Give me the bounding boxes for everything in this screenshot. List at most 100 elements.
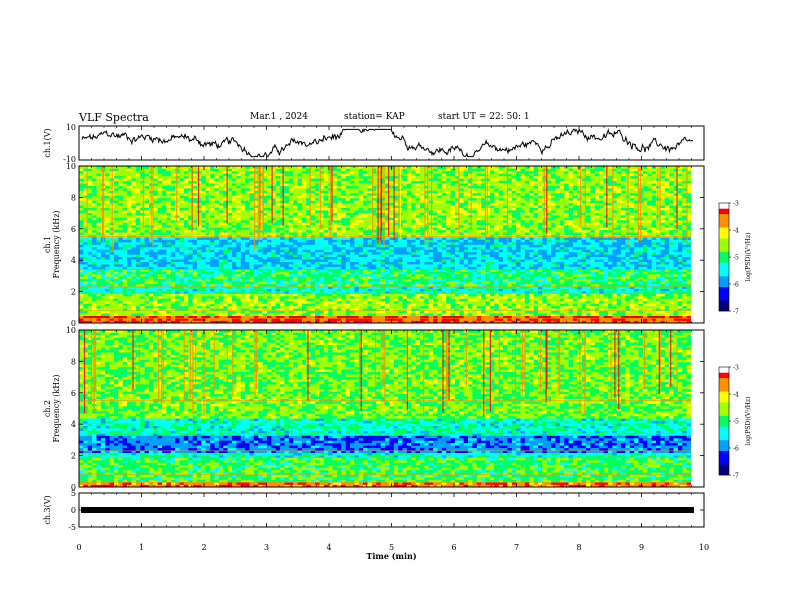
spectrogram-cell — [669, 289, 674, 292]
spectrogram-cell — [114, 289, 119, 292]
spectrogram-cell — [105, 284, 110, 287]
spectrogram-cell — [617, 301, 622, 304]
spectrogram-cell — [521, 294, 526, 297]
spectrogram-cell — [459, 303, 464, 306]
spectrogram-cell — [429, 296, 434, 299]
spectrogram-cell — [639, 298, 644, 301]
spectrogram-cell — [516, 281, 521, 284]
spectrogram-cell — [599, 313, 604, 316]
spectrogram-cell — [206, 294, 211, 297]
spectrogram-cell — [372, 306, 377, 309]
spectrogram-cell — [477, 289, 482, 292]
spectrogram-cell — [302, 298, 307, 301]
spectrogram-cell — [271, 298, 276, 301]
spectrogram-cell — [394, 296, 399, 299]
spectrogram-cell — [555, 281, 560, 284]
spectrogram-cell — [118, 311, 123, 314]
spectrogram-cell — [424, 281, 429, 284]
spectrogram-cell — [451, 311, 456, 314]
y-axis-label: ch.1(V) — [43, 128, 52, 157]
spectrogram-cell — [180, 284, 185, 287]
spectrogram-cell — [564, 296, 569, 299]
spectrogram-cell — [193, 306, 198, 309]
spectrogram-cell — [350, 281, 355, 284]
spectrogram-cell — [158, 281, 163, 284]
spectrogram-cell — [180, 298, 185, 301]
spectrogram-cell — [420, 313, 425, 316]
spectrogram-cell — [105, 298, 110, 301]
spectrogram-cell — [376, 311, 381, 314]
spectrogram-cell — [547, 284, 552, 287]
spectrogram-cell — [573, 306, 578, 309]
spectrogram-cell — [385, 294, 390, 297]
spectrogram-cell — [197, 298, 202, 301]
spectrogram-cell — [306, 294, 311, 297]
spectrogram-cell — [595, 303, 600, 306]
spectrogram-cell — [529, 294, 534, 297]
spectrogram-cell — [110, 301, 115, 304]
spectrogram-cell — [424, 311, 429, 314]
spectrogram-cell — [241, 294, 246, 297]
spectrogram-cell — [289, 294, 294, 297]
spectrogram-cell — [385, 289, 390, 292]
spectrogram-cell — [110, 298, 115, 301]
spectrogram-cell — [429, 298, 434, 301]
spectrogram-cell — [464, 303, 469, 306]
spectrogram-cell — [158, 313, 163, 316]
spectrogram-cell — [368, 294, 373, 297]
spectrogram-cell — [604, 296, 609, 299]
spectrogram-cell — [315, 281, 320, 284]
spectrogram-cell — [582, 289, 587, 292]
spectrogram-cell — [337, 289, 342, 292]
spectrogram-cell — [368, 303, 373, 306]
spectrogram-cell — [293, 294, 298, 297]
spectrogram-cell — [376, 281, 381, 284]
spectrogram-cell — [573, 284, 578, 287]
spectrogram-cell — [88, 289, 93, 292]
spectrogram-cell — [411, 303, 416, 306]
spectrogram-cell — [368, 284, 373, 287]
spectrogram-cell — [516, 313, 521, 316]
spectrogram-cell — [337, 294, 342, 297]
spectrogram-cell — [459, 294, 464, 297]
spectrogram-cell — [245, 296, 250, 299]
spectrogram-cell — [101, 281, 106, 284]
spectrogram-cell — [96, 311, 101, 314]
spectrogram-cell — [267, 284, 272, 287]
spectrogram-cell — [123, 303, 128, 306]
spectrogram-cell — [228, 298, 233, 301]
spectrogram-cell — [79, 296, 84, 299]
spectrogram-cell — [223, 303, 228, 306]
spectrogram-cell — [455, 303, 460, 306]
spectrogram-cell — [433, 298, 438, 301]
spectrogram-cell — [639, 281, 644, 284]
spectrogram-cell — [293, 306, 298, 309]
spectrogram-cell — [582, 301, 587, 304]
spectrogram-cell — [149, 311, 154, 314]
spectrogram-cell — [354, 311, 359, 314]
spectrogram-cell — [472, 306, 477, 309]
spectrogram-cell — [324, 313, 329, 316]
spectrogram-cell — [507, 313, 512, 316]
spectrogram-cell — [394, 306, 399, 309]
spectrogram-cell — [503, 298, 508, 301]
spectrogram-cell — [175, 306, 180, 309]
spectrogram-cell — [534, 311, 539, 314]
spectrogram-cell — [359, 281, 364, 284]
spectrogram-cell — [101, 311, 106, 314]
spectrogram-cell — [284, 289, 289, 292]
spectrogram-cell — [634, 296, 639, 299]
spectrogram-cell — [385, 284, 390, 287]
spectrogram-cell — [184, 303, 189, 306]
spectrogram-cell — [490, 313, 495, 316]
spectrogram-cell — [289, 298, 294, 301]
spectrogram-cell — [302, 296, 307, 299]
spectrogram-cell — [555, 289, 560, 292]
spectrogram-cell — [136, 284, 141, 287]
spectrogram-cell — [398, 313, 403, 316]
spectrogram-cell — [153, 301, 158, 304]
spectrogram-cell — [385, 301, 390, 304]
spectrogram-cell — [652, 306, 657, 309]
spectrogram-cell — [83, 303, 88, 306]
spectrogram-cell — [647, 294, 652, 297]
